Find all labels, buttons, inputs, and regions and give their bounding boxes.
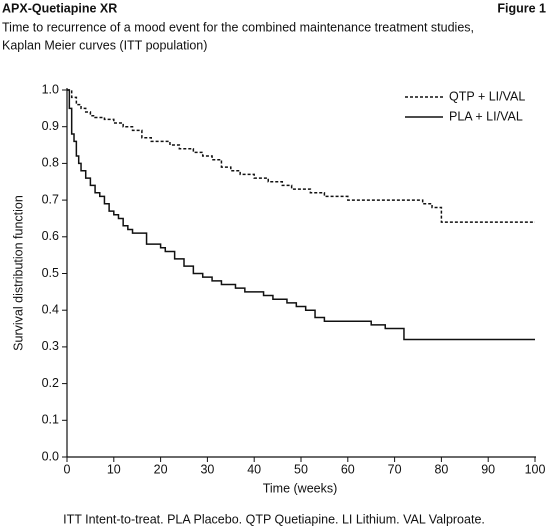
survival-curve	[67, 89, 535, 223]
y-tick-label: 0.9	[42, 119, 59, 133]
y-tick-label: 0.6	[42, 229, 59, 243]
x-axis-label: Time (weeks)	[263, 481, 338, 495]
y-tick-label: 0.1	[42, 413, 59, 427]
x-tick-label: 0	[64, 462, 71, 476]
x-tick-label: 70	[388, 462, 402, 476]
y-tick-label: 0.8	[42, 156, 59, 170]
header: APX-Quetiapine XR	[2, 1, 117, 15]
y-tick-label: 0.0	[42, 449, 59, 463]
x-tick-label: 10	[107, 462, 121, 476]
x-tick-label: 80	[434, 462, 448, 476]
legend-label: QTP + LI/VAL	[449, 89, 525, 103]
x-tick-label: 60	[341, 462, 355, 476]
footnote: ITT Intent-to-treat. PLA Placebo. QTP Qu…	[63, 512, 485, 526]
y-tick-label: 0.5	[42, 266, 59, 280]
y-tick-label: 0.4	[42, 302, 59, 316]
x-tick-label: 30	[200, 462, 214, 476]
y-tick-label: 0.7	[42, 192, 59, 206]
y-axis-label: Survival distribution function	[11, 195, 25, 351]
figure-label: Figure 1	[497, 1, 546, 15]
y-tick-label: 1.0	[42, 82, 59, 96]
x-tick-label: 50	[294, 462, 308, 476]
x-tick-label: 90	[481, 462, 495, 476]
x-tick-label: 20	[154, 462, 168, 476]
y-tick-label: 0.3	[42, 339, 59, 353]
legend-label: PLA + LI/VAL	[449, 109, 523, 123]
x-tick-label: 100	[525, 462, 546, 476]
subtitle-line: Kaplan Meier curves (ITT population)	[2, 38, 207, 52]
subtitle-line: Time to recurrence of a mood event for t…	[2, 20, 474, 34]
x-tick-label: 40	[247, 462, 261, 476]
y-tick-label: 0.2	[42, 376, 59, 390]
survival-curve	[67, 89, 535, 341]
